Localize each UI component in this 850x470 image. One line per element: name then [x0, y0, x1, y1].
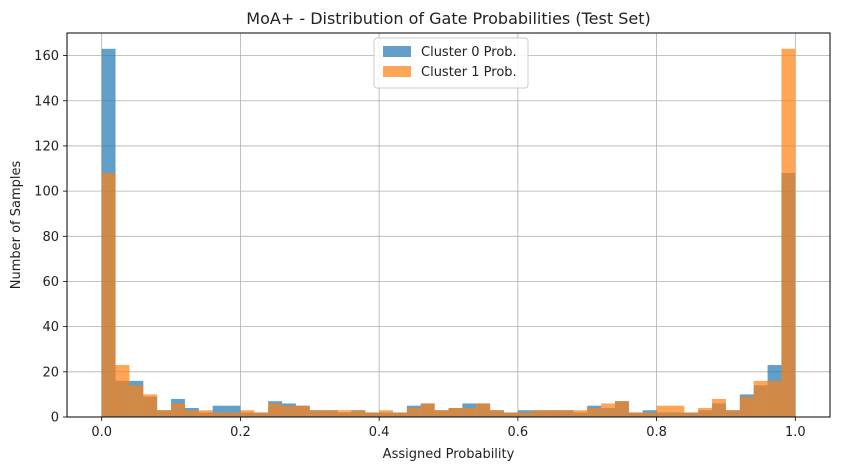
bar-series-1-bin-4: [157, 410, 172, 417]
x-axis-label: Assigned Probability: [383, 447, 515, 462]
legend-box: [373, 37, 529, 89]
bar-series-1-bin-36: [601, 403, 615, 417]
bar-series-1-bin-1: [115, 365, 130, 417]
bar-series-1-bin-48: [767, 380, 782, 417]
bar-series-1-bin-19: [365, 412, 380, 417]
bar-series-1-bin-49: [781, 48, 796, 417]
bar-series-1-bin-29: [503, 412, 518, 417]
bar-series-1-bin-15: [309, 410, 324, 417]
bar-series-1-bin-18: [351, 410, 366, 417]
bar-series-0-bin-9: [226, 405, 241, 417]
y-tick-label-2: 40: [42, 320, 59, 335]
x-tick-label-1: 0.2: [230, 425, 251, 440]
bar-series-1-bin-23: [420, 403, 435, 417]
legend: Cluster 0 Prob. Cluster 1 Prob.: [373, 37, 529, 89]
legend-label-0: Cluster 0 Prob.: [421, 45, 517, 60]
y-axis-label: Number of Samples: [9, 161, 24, 290]
bar-series-1-bin-7: [198, 410, 213, 417]
bar-series-1-bin-37: [614, 401, 629, 417]
bar-series-1-bin-13: [282, 405, 296, 417]
legend-label-1: Cluster 1 Prob.: [421, 65, 517, 80]
bar-series-1-bin-32: [545, 410, 560, 417]
bar-series-1-bin-16: [323, 410, 338, 417]
bar-series-1-bin-42: [684, 412, 699, 417]
bar-series-1-bin-0: [101, 173, 116, 417]
y-tick-label-5: 100: [34, 185, 59, 200]
bar-series-1-bin-22: [406, 407, 421, 417]
x-tick-label-3: 0.6: [508, 425, 529, 440]
bar-series-1-bin-34: [573, 410, 588, 417]
y-tick-label-0: 0: [51, 411, 59, 426]
grid: [67, 33, 830, 418]
legend-swatch-0: [383, 46, 411, 57]
bar-series-1-bin-17: [337, 410, 352, 417]
bar-series-1-bin-5: [171, 403, 185, 417]
y-tick-label-1: 20: [42, 365, 59, 380]
x-tick-label-4: 0.8: [646, 425, 667, 440]
bar-series-1-bin-30: [517, 412, 532, 417]
chart-title: MoA+ - Distribution of Gate Probabilitie…: [246, 9, 650, 28]
bar-series-1-bin-35: [587, 407, 602, 417]
y-tick-label-3: 60: [42, 275, 59, 290]
plot-frame: [66, 32, 831, 418]
bar-series-1-bin-45: [725, 410, 740, 417]
bar-series-1-bin-10: [240, 410, 255, 417]
bar-series-1-bin-11: [254, 412, 269, 417]
bar-series-1-bin-47: [753, 380, 768, 417]
y-tick-label-7: 140: [34, 94, 59, 109]
bar-series-1-bin-2: [129, 385, 144, 417]
axis-ticks: 0.0 0.2 0.4 0.6 0.8 1.0 0 20 40 60 80 100 120 140 160: [34, 49, 805, 440]
bar-series-0-bin-8: [212, 405, 227, 417]
bars: [101, 48, 796, 417]
bar-series-1-bin-46: [739, 396, 754, 417]
bar-series-1-bin-24: [434, 410, 449, 417]
bar-series-1-bin-31: [531, 410, 546, 417]
bar-series-1-bin-43: [698, 407, 713, 417]
y-tick-label-4: 80: [42, 230, 59, 245]
bar-series-1-bin-8: [212, 412, 227, 417]
bar-series-1-bin-12: [268, 403, 283, 417]
bar-series-1-bin-40: [656, 405, 671, 417]
bar-series-1-bin-27: [476, 403, 491, 417]
bar-series-1-bin-6: [184, 410, 199, 417]
bar-series-1-bin-3: [143, 394, 158, 417]
bar-series-1-bin-26: [462, 407, 477, 417]
bar-series-1-bin-28: [490, 410, 504, 417]
bar-series-1-bin-20: [379, 410, 394, 417]
x-tick-label-5: 1.0: [785, 425, 806, 440]
bar-series-1-bin-39: [642, 412, 657, 417]
y-tick-label-6: 120: [34, 139, 59, 154]
y-tick-label-8: 160: [34, 49, 59, 64]
bar-series-1-bin-44: [712, 398, 726, 417]
bar-series-1-bin-25: [448, 407, 463, 417]
bar-series-1-bin-14: [295, 405, 310, 417]
legend-swatch-1: [383, 66, 411, 77]
bar-series-1-bin-38: [628, 412, 643, 417]
bar-series-1-bin-33: [559, 410, 574, 417]
bar-series-1-bin-21: [393, 412, 407, 417]
bar-series-1-bin-41: [670, 405, 685, 417]
bar-series-1-bin-9: [226, 412, 241, 417]
x-tick-label-2: 0.4: [369, 425, 390, 440]
x-tick-label-0: 0.0: [91, 425, 112, 440]
